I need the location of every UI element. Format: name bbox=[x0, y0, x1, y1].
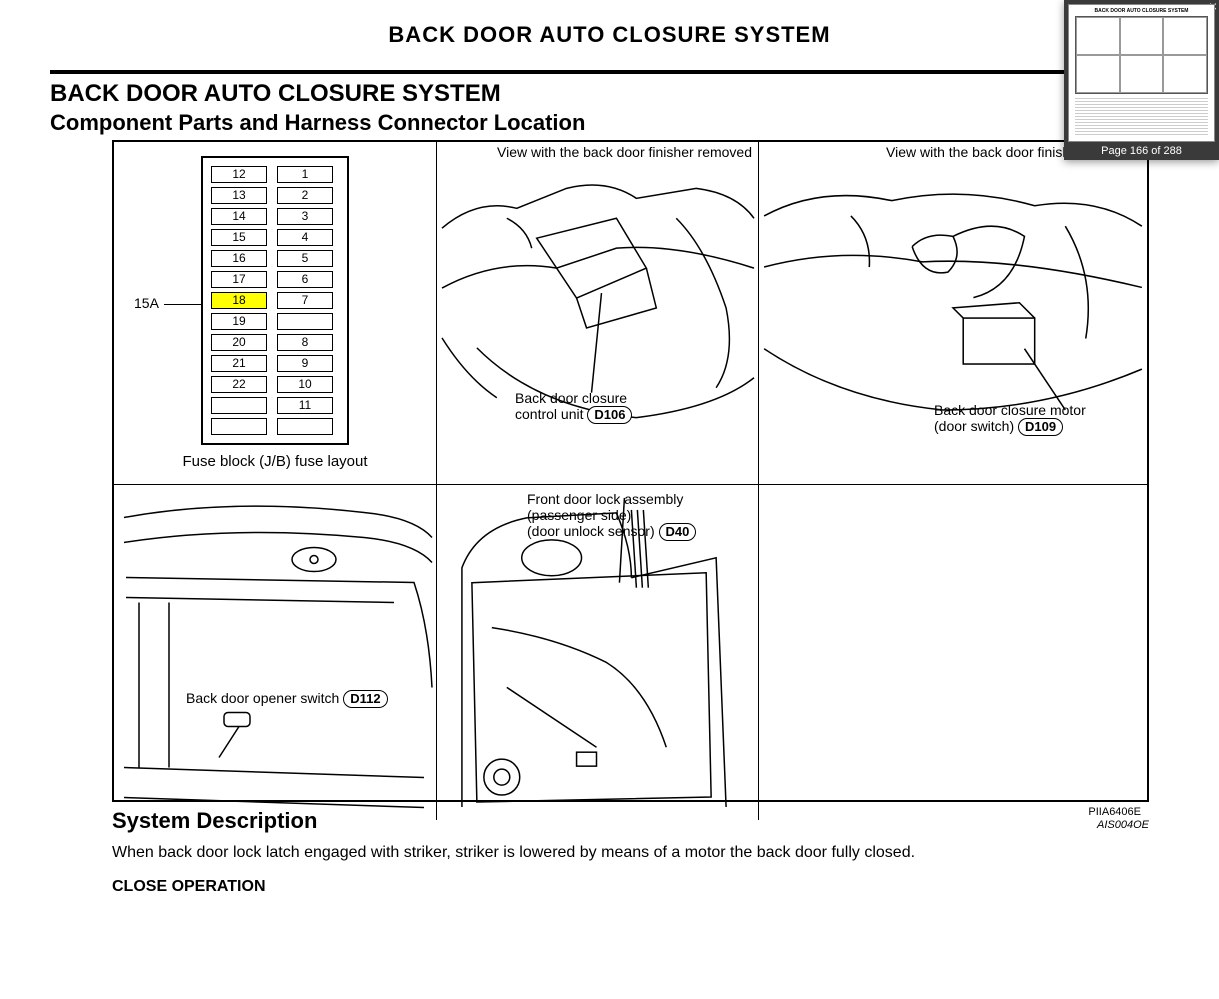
fuse-slot: 2 bbox=[277, 187, 333, 204]
fuse-block-outline: 1213141516171819202122 1234567891011 bbox=[201, 156, 349, 445]
fuse-slot: 17 bbox=[211, 271, 267, 288]
panel-front-door-lock: Front door lock assembly (passenger side… bbox=[436, 485, 758, 820]
part-label-control-unit: Back door closure control unit D106 bbox=[515, 390, 632, 424]
document-title: BACK DOOR AUTO CLOSURE SYSTEM bbox=[50, 22, 1169, 48]
thumb-text-lines bbox=[1075, 96, 1208, 136]
fuse-amperage-label: 15A bbox=[134, 295, 159, 311]
label-text: Back door closure motor bbox=[934, 402, 1086, 418]
panel-closure-motor: View with the back door finisher removed… bbox=[758, 142, 1147, 484]
fuse-slot: 14 bbox=[211, 208, 267, 225]
fuse-slot: 8 bbox=[277, 334, 333, 351]
sketch-control-unit bbox=[437, 142, 758, 484]
label-text: Back door closure bbox=[515, 390, 627, 406]
leader-line bbox=[164, 304, 202, 305]
panel-opener-switch: Back door opener switch D112 bbox=[114, 485, 436, 820]
diagram-id: PIIA6406E bbox=[1088, 806, 1141, 818]
label-text: (door unlock sensor) bbox=[527, 523, 655, 539]
fuse-slot: 13 bbox=[211, 187, 267, 204]
fuse-column-left: 12 13 14 15 16 17 18 19 20 21 22 bbox=[211, 166, 267, 435]
fuse-column-right: 1 2 3 4 5 6 7 8 9 10 11 bbox=[277, 166, 333, 435]
connector-d112: D112 bbox=[343, 690, 387, 708]
fuse-slot: 20 bbox=[211, 334, 267, 351]
section-title: BACK DOOR AUTO CLOSURE SYSTEM bbox=[50, 80, 501, 108]
fuse-slot: 4 bbox=[277, 229, 333, 246]
label-text: control unit bbox=[515, 406, 583, 422]
thumbnail-caption: Page 166 of 288 bbox=[1068, 142, 1215, 158]
fuse-slot: 7 bbox=[277, 292, 333, 309]
fuse-slot: 6 bbox=[277, 271, 333, 288]
panel-fuse-block: 15A 1213141516171819202122 1234567891011… bbox=[114, 142, 436, 484]
view-caption: View with the back door finisher removed bbox=[497, 144, 752, 160]
label-text: Back door opener switch bbox=[186, 690, 339, 706]
fuse-slot: 5 bbox=[277, 250, 333, 267]
fuse-slot: 3 bbox=[277, 208, 333, 225]
fuse-slot: 1 bbox=[277, 166, 333, 183]
component-diagram: 15A 1213141516171819202122 1234567891011… bbox=[112, 140, 1149, 802]
panel-control-unit: View with the back door finisher removed… bbox=[436, 142, 758, 484]
fuse-slot: 21 bbox=[211, 355, 267, 372]
label-text: (door switch) bbox=[934, 418, 1014, 434]
panel-empty: PIIA6406E bbox=[758, 485, 1147, 820]
page-thumbnail-preview[interactable]: × BACK DOOR AUTO CLOSURE SYSTEM Page 166… bbox=[1064, 0, 1219, 160]
fuse-slot bbox=[277, 418, 333, 435]
label-text: Front door lock assembly bbox=[527, 491, 683, 507]
part-label-opener-switch: Back door opener switch D112 bbox=[186, 690, 388, 708]
subsection-title: Component Parts and Harness Connector Lo… bbox=[50, 110, 1169, 136]
fuse-slot: 12 bbox=[211, 166, 267, 183]
fuse-slot: 10 bbox=[277, 376, 333, 393]
fuse-slot: 18 bbox=[211, 292, 267, 309]
fuse-slot bbox=[211, 397, 267, 414]
fuse-slot: 15 bbox=[211, 229, 267, 246]
fuse-slot: 9 bbox=[277, 355, 333, 372]
label-text: (passenger side) bbox=[527, 507, 631, 523]
connector-d109: D109 bbox=[1018, 418, 1063, 436]
close-operation-heading: CLOSE OPERATION bbox=[112, 878, 1169, 896]
thumb-grid bbox=[1075, 16, 1208, 94]
fuse-slot bbox=[277, 313, 333, 330]
divider bbox=[50, 70, 1169, 74]
fuse-slot: 16 bbox=[211, 250, 267, 267]
sketch-opener-switch bbox=[114, 485, 436, 820]
connector-d40: D40 bbox=[659, 523, 697, 541]
fuse-slot bbox=[211, 418, 267, 435]
ais-code: AIS004OE bbox=[1097, 819, 1149, 831]
fuse-slot: 11 bbox=[277, 397, 333, 414]
thumbnail-image: BACK DOOR AUTO CLOSURE SYSTEM bbox=[1068, 4, 1215, 142]
fuse-slot: 22 bbox=[211, 376, 267, 393]
body-text: When back door lock latch engaged with s… bbox=[112, 842, 1139, 864]
fuse-block-caption: Fuse block (J/B) fuse layout bbox=[114, 453, 436, 470]
part-label-door-lock: Front door lock assembly (passenger side… bbox=[527, 491, 696, 541]
fuse-slot: 19 bbox=[211, 313, 267, 330]
thumb-inner-title: BACK DOOR AUTO CLOSURE SYSTEM bbox=[1069, 5, 1214, 14]
part-label-closure-motor: Back door closure motor (door switch) D1… bbox=[934, 402, 1086, 436]
connector-d106: D106 bbox=[587, 406, 632, 424]
